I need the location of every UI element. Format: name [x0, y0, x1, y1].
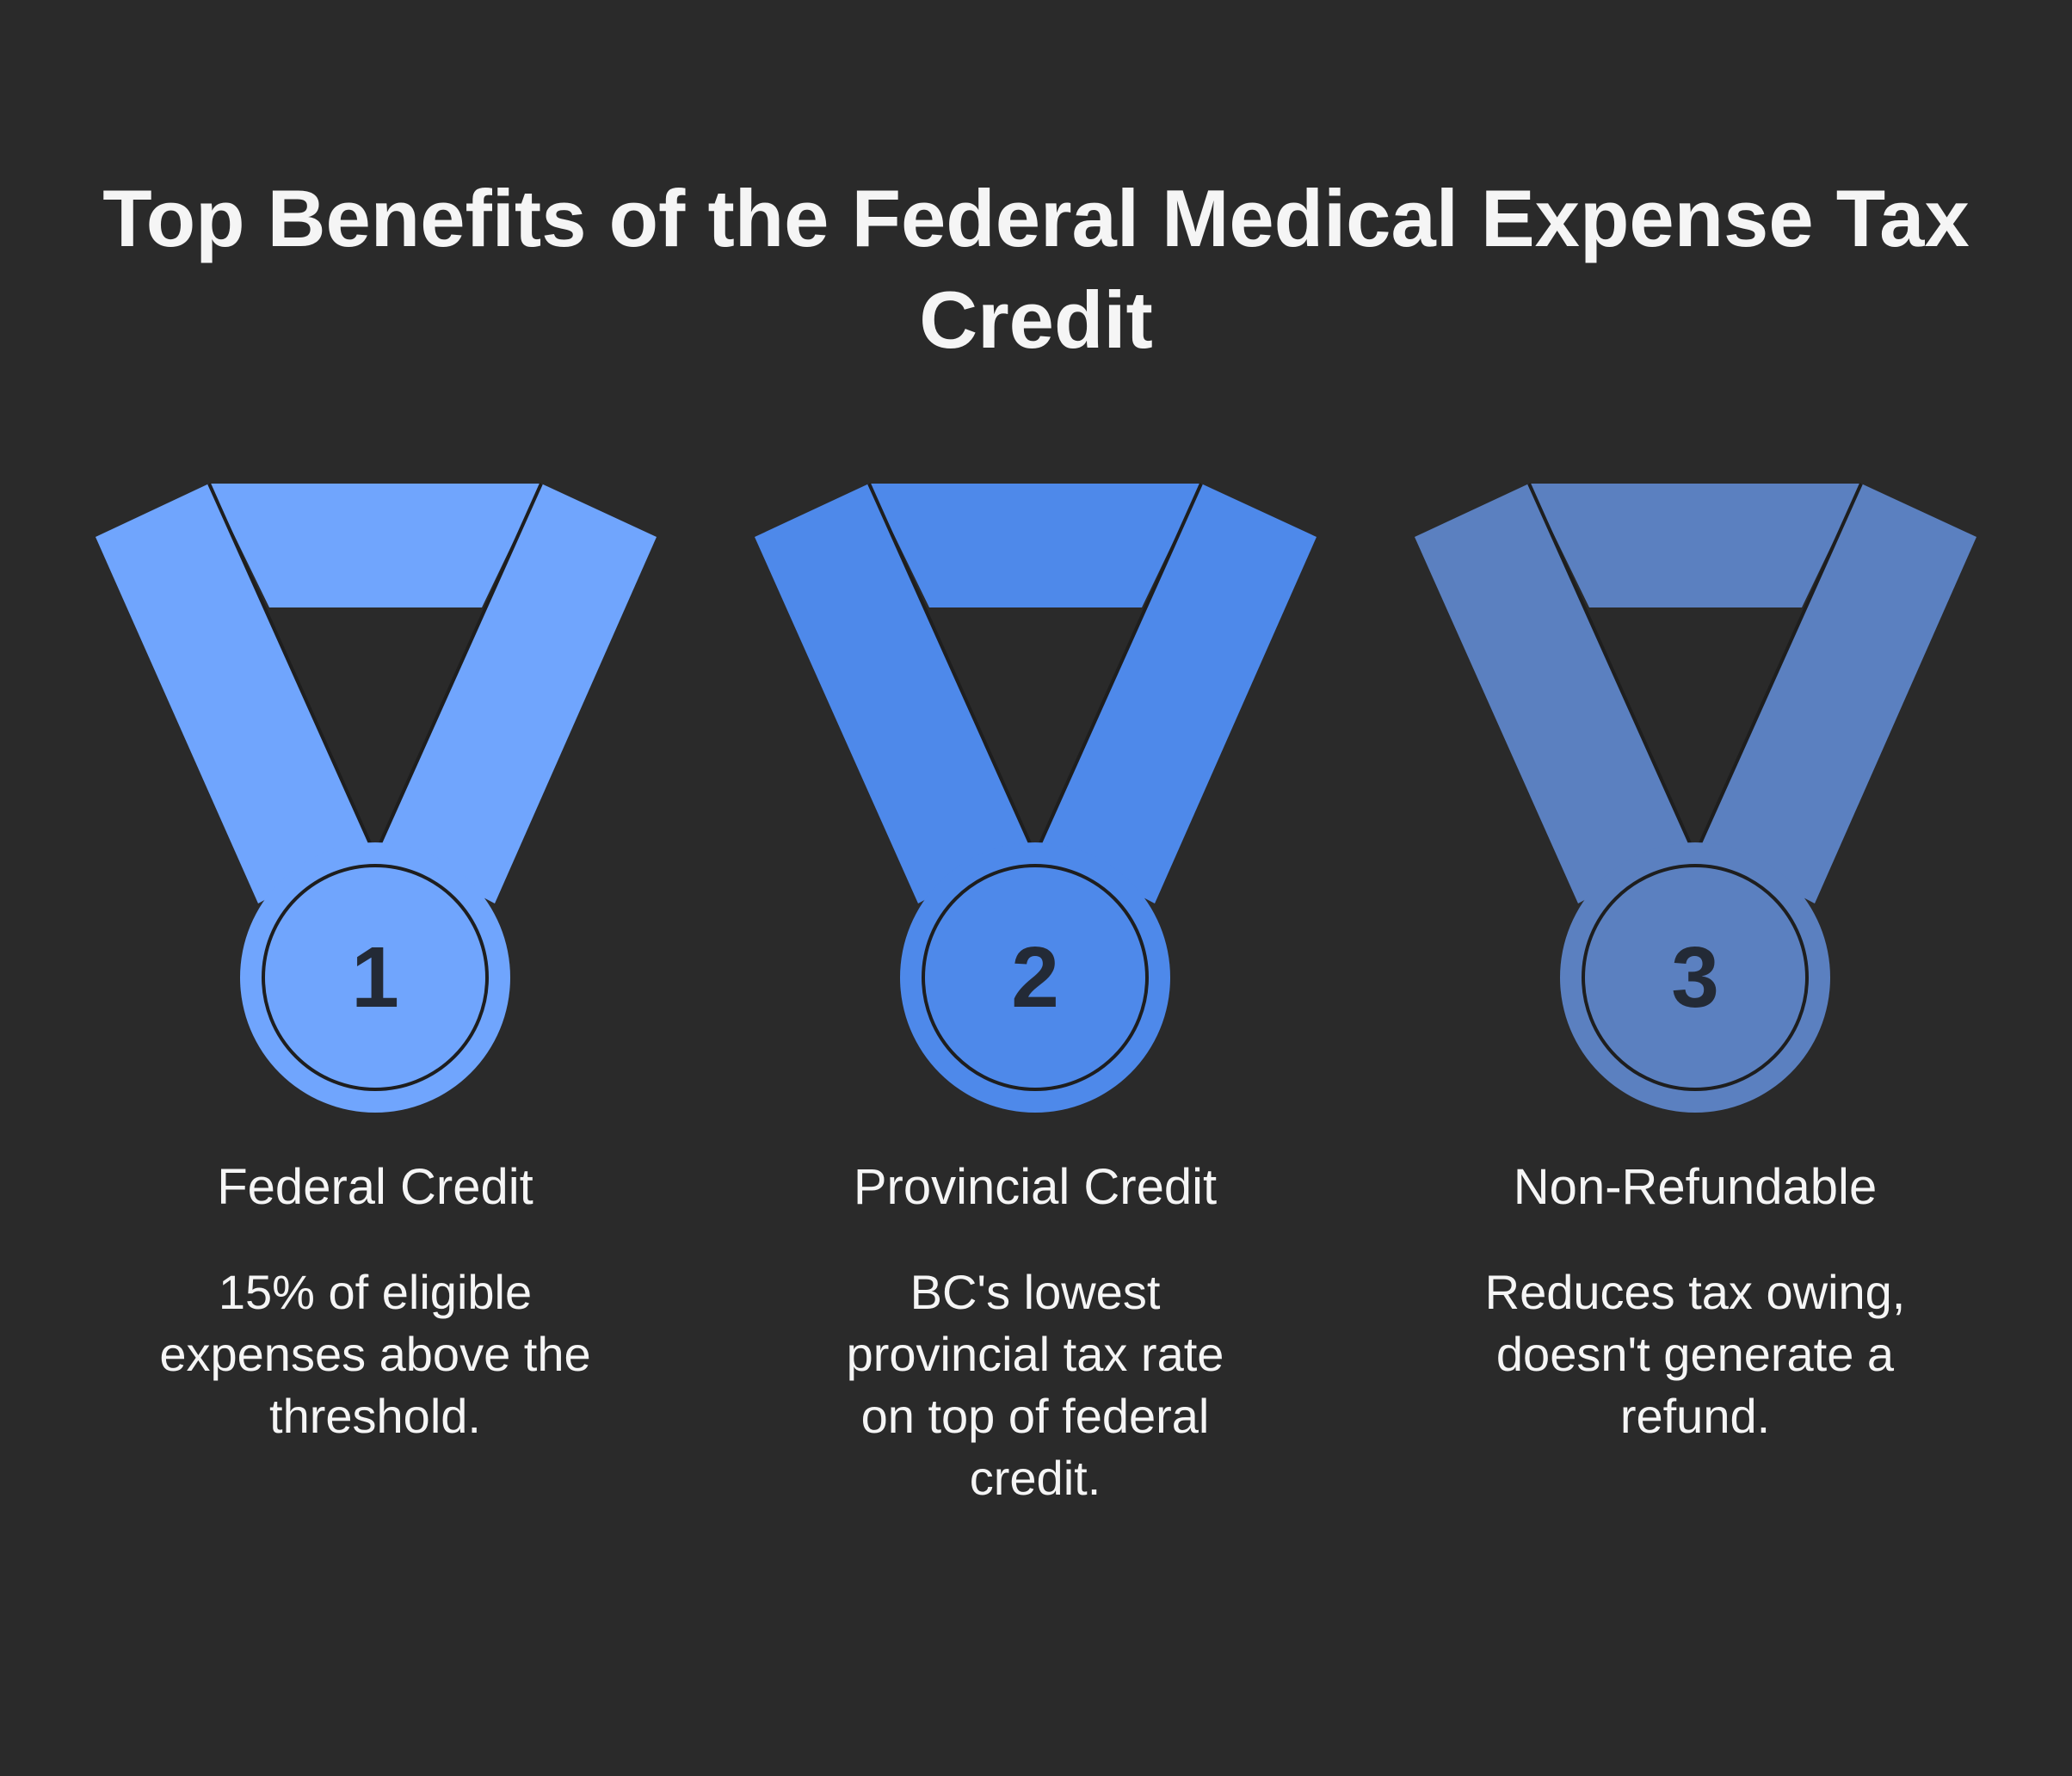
medal-3-heading: Non-Refundable	[1513, 1159, 1878, 1215]
page-title: Top Benefits of the Federal Medical Expe…	[0, 168, 2072, 371]
medal-1-ribbon-line-left	[207, 483, 372, 844]
medal-2-disc	[900, 842, 1170, 1113]
medal-1-description: 15% of eligible expenses above the thres…	[108, 1261, 642, 1447]
medal-1-heading: Federal Credit	[217, 1159, 533, 1215]
medal-2-ribbon-line-left	[867, 483, 1032, 844]
medal-3-description-line: Reduces tax owing,	[1484, 1265, 1906, 1319]
medal-1-disc	[240, 842, 510, 1113]
medal-2-ribbon-line-right	[1039, 483, 1203, 844]
medal-1: 1	[96, 483, 657, 1113]
medal-1-ribbon-right	[380, 484, 657, 903]
medal-3-ribbon-right	[1700, 484, 1976, 903]
medal-2-description-line: credit.	[969, 1451, 1101, 1505]
medal-3-ribbon-line-left	[1527, 483, 1692, 844]
medal-3: 3	[1415, 483, 1976, 1113]
medal-2-description: BC's lowest provincial tax rate on top o…	[768, 1261, 1302, 1509]
medal-3-description: Reduces tax owing, doesn't generate a re…	[1428, 1261, 1962, 1447]
medal-2-description-line: BC's lowest	[910, 1265, 1161, 1319]
medal-2-inner-ring	[922, 864, 1149, 1091]
medal-3-number: 3	[1671, 929, 1719, 1026]
medal-1-description-line: threshold.	[269, 1389, 481, 1443]
medal-2: 2	[755, 483, 1317, 1113]
medal-2-description-line: on top of federal	[860, 1389, 1210, 1443]
medal-1-description-line: expenses above the	[159, 1327, 591, 1381]
title-line-1: Top Benefits of the Federal Medical Expe…	[102, 173, 1970, 263]
medal-2-description-line: provincial tax rate	[846, 1327, 1224, 1381]
medal-3-inner-ring	[1582, 864, 1809, 1091]
medal-1-description-line: 15% of eligible	[218, 1265, 533, 1319]
medal-1-ribbon-line-right	[379, 483, 543, 844]
medal-1-number: 1	[351, 929, 399, 1026]
medal-3-description-line: refund.	[1619, 1389, 1771, 1443]
medal-3-description-line: doesn't generate a	[1495, 1327, 1895, 1381]
medal-3-ribbon-line-right	[1699, 483, 1863, 844]
medal-1-inner-ring	[262, 864, 489, 1091]
medal-2-ribbon-back	[869, 484, 1201, 607]
medal-1-ribbon-left	[96, 484, 370, 903]
medal-3-ribbon-back	[1529, 484, 1861, 607]
title-line-2: Credit	[919, 274, 1153, 365]
medal-2-ribbon-right	[1040, 484, 1317, 903]
medal-2-number: 2	[1011, 929, 1059, 1026]
medal-3-disc	[1560, 842, 1830, 1113]
medal-2-ribbon-left	[755, 484, 1030, 903]
medal-3-ribbon-left	[1415, 484, 1690, 903]
medal-2-heading: Provincial Credit	[853, 1159, 1218, 1215]
medal-1-ribbon-back	[209, 484, 541, 607]
